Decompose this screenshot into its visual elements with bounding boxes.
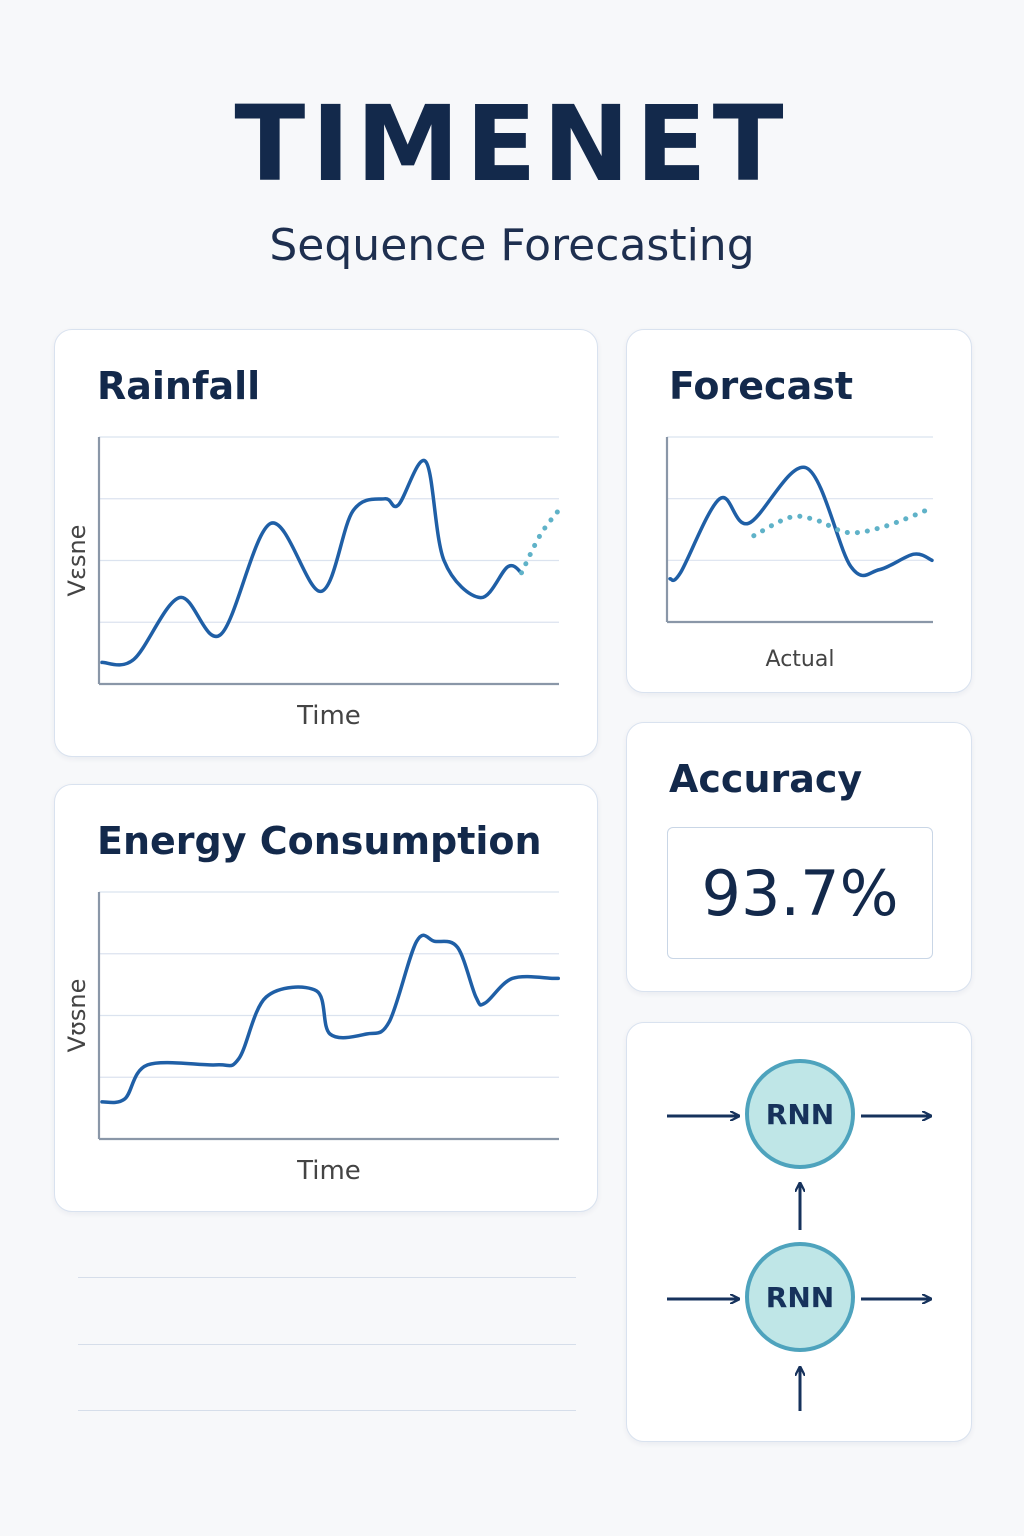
rnn-node-bottom: RNN: [745, 1242, 855, 1352]
forecast-x-label: Actual: [766, 647, 835, 672]
rainfall-title: Rainfall: [97, 364, 261, 408]
energy-title: Energy Consumption: [97, 819, 542, 863]
divider-line-3: [78, 1410, 576, 1411]
rainfall-card[interactable]: Rainfall Time Vɛsne: [54, 329, 598, 757]
rainfall-series-1-dotted: [519, 508, 561, 576]
rainfall-x-label: Time: [296, 701, 361, 731]
rnn-diagram-card[interactable]: RNN RNN: [626, 1022, 972, 1442]
energy-chart: Time Vʊsne: [63, 891, 560, 1186]
divider-line-1: [78, 1277, 576, 1278]
divider-line-2: [78, 1344, 576, 1345]
app-title: TIMENET: [234, 83, 790, 205]
forecast-chart: Actual: [665, 436, 935, 672]
rainfall-chart: Time Vɛsne: [63, 436, 561, 731]
rainfall-y-label: Vɛsne: [63, 525, 91, 597]
accuracy-title: Accuracy: [669, 757, 863, 801]
accuracy-card[interactable]: Accuracy 93.7%: [626, 722, 972, 992]
forecast-card[interactable]: Forecast Actual: [626, 329, 972, 693]
rainfall-series-0-solid: [100, 458, 524, 667]
rnn-node-top: RNN: [745, 1059, 855, 1169]
forecast-title: Forecast: [669, 364, 853, 408]
rnn-arrows: [667, 1023, 973, 1411]
forecast-series-0-solid: [668, 465, 934, 583]
energy-y-label: Vʊsne: [63, 979, 91, 1053]
accuracy-value: 93.7%: [667, 827, 933, 959]
energy-series-0-solid: [100, 933, 560, 1105]
energy-card[interactable]: Energy Consumption Time Vʊsne: [54, 784, 598, 1212]
energy-x-label: Time: [296, 1156, 361, 1186]
forecast-series-1-dotted: [751, 505, 935, 539]
app-subtitle: Sequence Forecasting: [269, 220, 755, 271]
